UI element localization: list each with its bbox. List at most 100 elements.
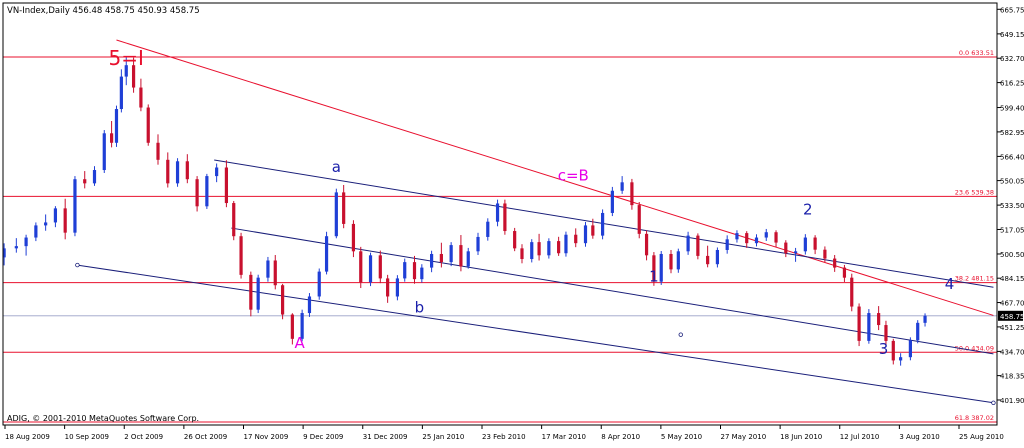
candle-body [114, 109, 119, 143]
candle-body [583, 225, 588, 244]
y-tick-label: 533.50 [1000, 202, 1024, 210]
candle-body [273, 260, 277, 286]
candle [2, 243, 6, 266]
candle [803, 234, 807, 255]
y-tick-label: 632.70 [1000, 55, 1024, 63]
candle [513, 227, 517, 252]
candle-body [131, 65, 136, 88]
candle-body [430, 253, 434, 268]
candle-body [290, 314, 294, 339]
wave-label: 3 [879, 340, 889, 358]
current-price-tag [998, 310, 1023, 321]
candle [923, 313, 927, 327]
x-tick-label: 17 Mar 2010 [542, 433, 586, 441]
x-tick-label: 27 May 2010 [721, 433, 767, 441]
y-tick-label: 484.15 [1000, 275, 1024, 283]
candle-body [239, 236, 243, 275]
candle-body [745, 233, 749, 244]
x-tick-label: 10 Sep 2009 [65, 433, 109, 441]
channel-anchor-dot [75, 262, 80, 268]
candle-body [725, 239, 729, 250]
candle [610, 186, 614, 217]
candle [273, 255, 277, 290]
candle [146, 104, 150, 146]
x-tick-label: 18 Aug 2009 [5, 433, 50, 441]
candle [591, 218, 595, 239]
candle [280, 283, 285, 320]
candle-body [459, 245, 463, 267]
candle-body [735, 233, 739, 240]
candle [195, 176, 199, 212]
candle [459, 235, 463, 272]
candle-body [503, 203, 507, 232]
candle [342, 184, 346, 229]
candle-body [215, 167, 219, 177]
channel-anchor-dot [991, 400, 996, 405]
candle-body [630, 182, 634, 206]
candle-body [884, 325, 888, 341]
candle [754, 234, 759, 247]
candle-body [784, 242, 788, 254]
y-tick-label: 517.05 [1000, 226, 1024, 234]
candle [899, 353, 903, 366]
candle-body [923, 315, 927, 323]
candle [686, 231, 690, 255]
candle-body [774, 232, 778, 243]
candle-body [420, 267, 424, 280]
wave-label: a [332, 158, 341, 176]
candle-body [109, 133, 114, 143]
candle-body [368, 255, 373, 283]
candle [63, 198, 67, 240]
candle [317, 268, 321, 300]
candle-body [73, 179, 77, 233]
candle [706, 245, 710, 268]
candle [307, 293, 312, 317]
chart-title: VN-Index,Daily 456.48 458.75 450.93 458.… [7, 6, 200, 16]
candle-body [850, 277, 854, 307]
candle-body [842, 267, 847, 278]
wave-label: A [295, 334, 306, 352]
candle [44, 214, 48, 231]
candle-body [486, 221, 490, 237]
candle [891, 338, 895, 365]
x-tick-label: 17 Nov 2009 [244, 433, 289, 441]
candle-body [591, 225, 595, 236]
candle [620, 176, 624, 194]
candle [916, 320, 920, 344]
candle [745, 231, 749, 248]
candle-body [359, 251, 363, 283]
fib-label-0.0: 0.0 633.51 [959, 49, 994, 57]
candle-body [317, 271, 321, 297]
candle [403, 258, 407, 282]
x-tick-label: 9 Dec 2009 [303, 433, 343, 441]
candle-body [764, 232, 768, 238]
candle-body [44, 222, 48, 226]
candle-body [574, 234, 578, 244]
candle [14, 238, 18, 253]
candle [224, 160, 229, 208]
candle [239, 232, 243, 279]
candle [131, 57, 136, 93]
y-tick-label: 434.70 [1000, 348, 1024, 356]
candle-body [530, 242, 534, 260]
wave-label: 4 [945, 275, 955, 293]
candle-body [686, 235, 690, 252]
candle-body [706, 255, 710, 265]
candle [774, 230, 778, 248]
candle-body [833, 258, 837, 268]
candle-body [610, 190, 614, 213]
candle [630, 178, 634, 210]
candle-body [476, 236, 480, 252]
candle-body [146, 107, 150, 143]
candle-body [266, 260, 270, 278]
candle [696, 233, 700, 260]
candle [784, 240, 788, 258]
fib-label-38.2: 38.2 481.15 [955, 275, 994, 283]
y-tick-label: 582.95 [1000, 129, 1024, 137]
candle [520, 244, 524, 264]
x-tick-label: 31 Dec 2009 [363, 433, 408, 441]
candle [735, 230, 739, 243]
candle [386, 274, 390, 303]
candle [420, 264, 424, 283]
